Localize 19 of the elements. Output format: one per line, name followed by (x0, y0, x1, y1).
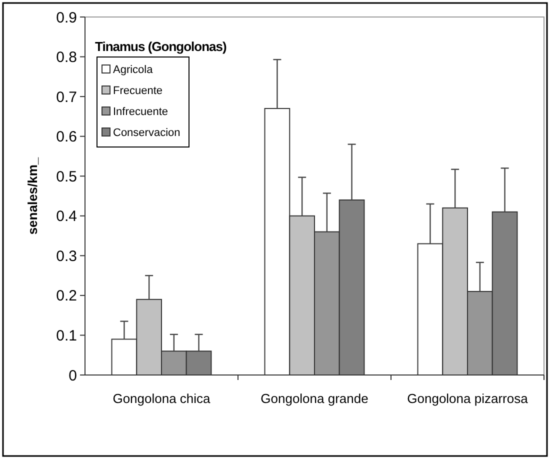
x-tick-label: Gongolona grande (260, 391, 368, 406)
y-tick-label: 0.1 (56, 327, 77, 344)
y-tick-label: 0.7 (56, 88, 77, 106)
y-tick-label: 0.8 (56, 49, 77, 66)
y-tick-label: 0.6 (56, 128, 77, 146)
legend-label: Frecuente (113, 84, 163, 97)
y-axis-title: senales/km_ (25, 156, 40, 235)
y-tick-label: 0 (68, 367, 77, 384)
y-tick-label: 0.4 (56, 208, 77, 226)
y-tick-label: 0.5 (56, 168, 77, 186)
y-tick-label: 0.3 (56, 248, 77, 265)
x-tick-label: Gongolona chica (112, 391, 212, 406)
legend-label: Conservacion (113, 126, 180, 139)
legend-label: Agricola (113, 64, 154, 76)
y-tick-label: 0.2 (56, 288, 77, 305)
text: Tinamus (Gongolonas) (95, 39, 226, 54)
x-tick-label: Gongolona pizarrosa (407, 391, 529, 406)
y-tick-label: 0.9 (56, 9, 77, 26)
legend-label: Infrecuente (113, 106, 168, 118)
